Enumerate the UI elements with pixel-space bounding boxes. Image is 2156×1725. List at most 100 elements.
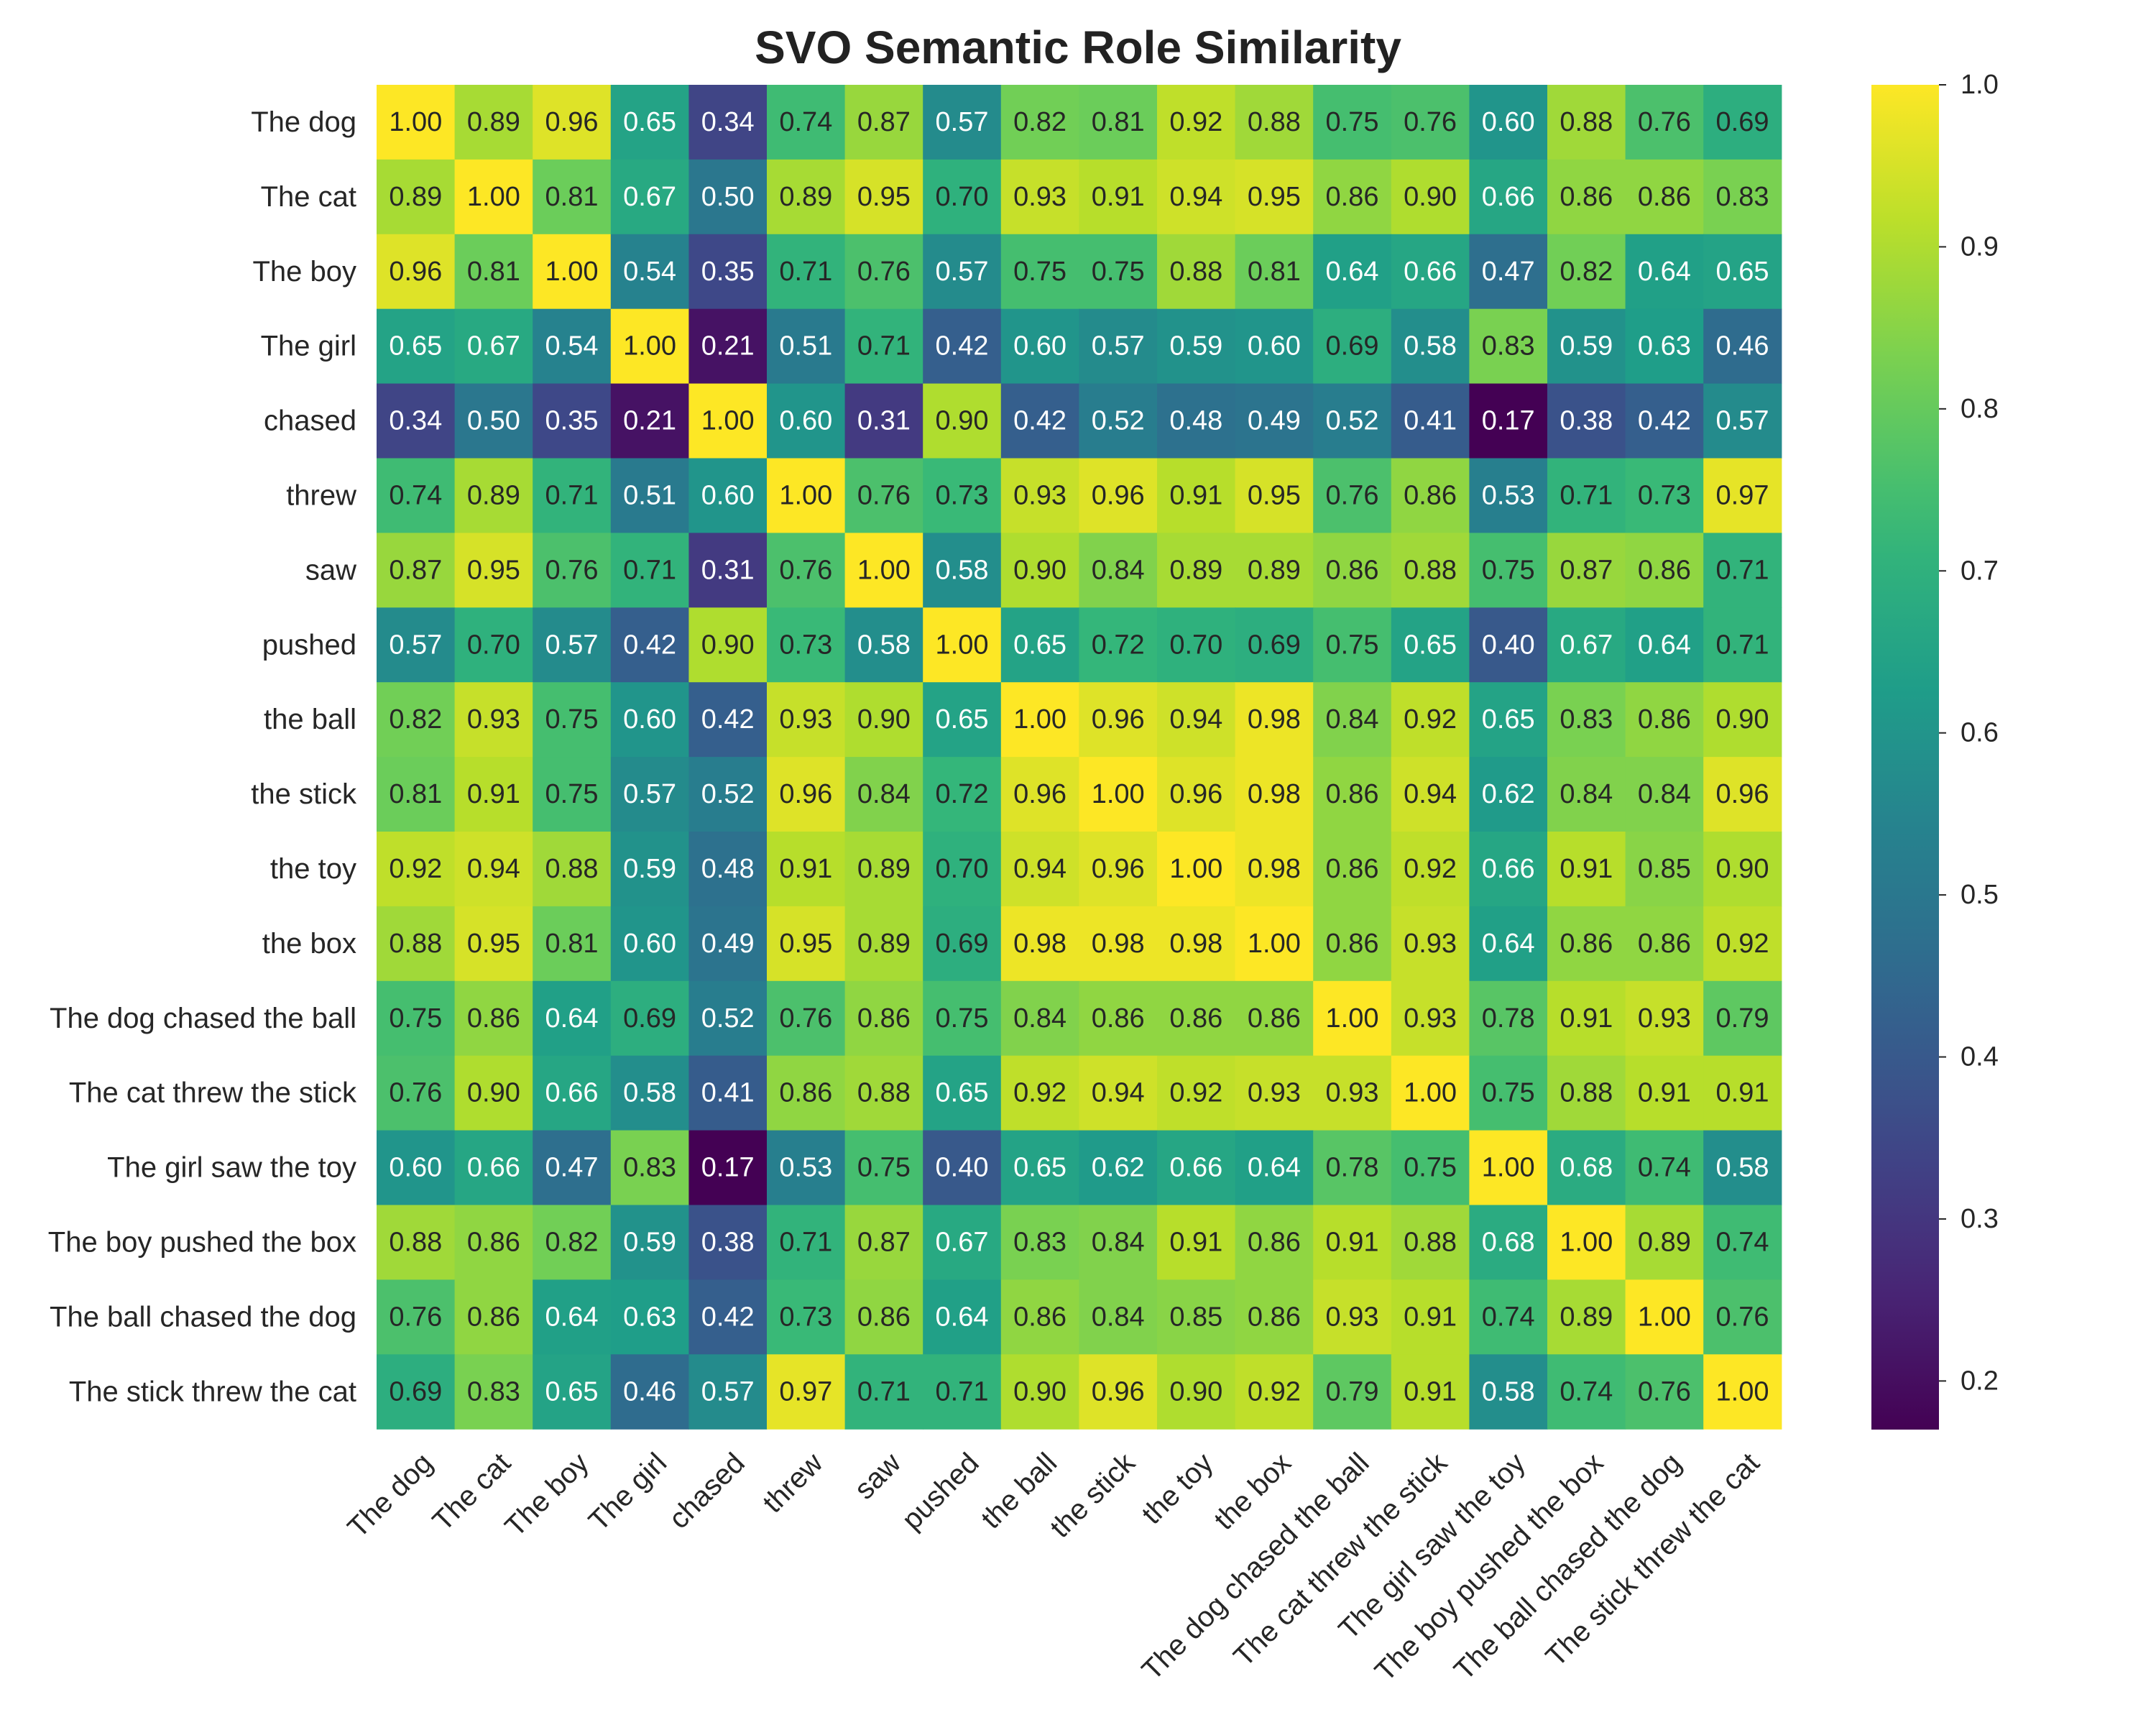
cell-value-label: 0.74 [779, 107, 832, 137]
cell-value-label: 0.65 [936, 704, 989, 735]
heatmap-cell [1079, 159, 1158, 235]
heatmap-cell [1547, 757, 1626, 832]
cell-value-label: 0.89 [857, 929, 911, 959]
heatmap-cell [1625, 1354, 1704, 1430]
heatmap-cell [1235, 682, 1314, 758]
heatmap-cell [454, 682, 533, 758]
row-label: The dog [251, 106, 356, 138]
cell-value-label: 0.78 [1326, 1153, 1379, 1183]
cell-value-label: 0.93 [779, 704, 832, 735]
heatmap-cell [1625, 308, 1704, 385]
heatmap-cell [1313, 1055, 1392, 1131]
heatmap-cell [1625, 832, 1704, 907]
heatmap-cell [1469, 980, 1548, 1057]
heatmap-cell [1391, 234, 1470, 310]
cell-value-label: 0.84 [1560, 779, 1613, 809]
cell-value-label: 0.84 [1638, 779, 1691, 809]
chart-title: SVO Semantic Role Similarity [755, 22, 1401, 73]
heatmap-cell [1625, 85, 1704, 160]
heatmap-cell [1157, 1055, 1236, 1131]
heatmap-cell [1313, 1279, 1392, 1355]
heatmap-cell [923, 757, 1002, 832]
cell-value-label: 0.81 [1248, 257, 1301, 287]
cell-value-label: 0.90 [467, 1078, 520, 1108]
heatmap-cell [1000, 682, 1079, 758]
cell-value-label: 0.96 [1092, 854, 1145, 884]
heatmap-cell [1547, 533, 1626, 608]
heatmap-cell [1625, 757, 1704, 832]
heatmap-cell [377, 234, 456, 310]
heatmap-cell [688, 458, 768, 533]
cell-value-label: 0.64 [1326, 257, 1379, 287]
heatmap-cell [1391, 607, 1470, 683]
heatmap-cell [844, 159, 923, 235]
cell-value-label: 1.00 [779, 480, 832, 510]
heatmap-cell [454, 607, 533, 683]
heatmap-cell [1703, 1055, 1782, 1131]
cell-value-label: 0.40 [1482, 630, 1535, 660]
cell-value-label: 0.98 [1169, 929, 1222, 959]
heatmap-cell [454, 980, 533, 1057]
cell-value-label: 0.70 [936, 182, 989, 212]
heatmap-cell [1000, 533, 1079, 608]
cell-value-label: 0.60 [1482, 107, 1535, 137]
heatmap-cell [377, 308, 456, 385]
row-label: The girl saw the toy [107, 1152, 356, 1184]
cell-value-label: 0.93 [467, 704, 520, 735]
heatmap-cell [1079, 1205, 1158, 1280]
heatmap-cell [610, 458, 689, 533]
heatmap-cell [377, 1055, 456, 1131]
cell-value-label: 0.86 [467, 1003, 520, 1034]
cell-value-label: 0.81 [545, 929, 599, 959]
cell-value-label: 0.57 [936, 257, 989, 287]
heatmap-cell [1547, 682, 1626, 758]
cell-value-label: 1.00 [701, 406, 755, 436]
heatmap-cell [1157, 533, 1236, 608]
heatmap-cell [688, 1130, 768, 1206]
cell-value-label: 0.98 [1092, 929, 1145, 959]
heatmap-cell [1469, 757, 1548, 832]
cell-value-label: 0.94 [1013, 854, 1067, 884]
heatmap-cell [377, 1279, 456, 1355]
heatmap-cell [1391, 458, 1470, 533]
heatmap-cell [1703, 1279, 1782, 1355]
cell-value-label: 0.86 [467, 1302, 520, 1332]
heatmap-cell [1625, 607, 1704, 683]
cell-value-label: 0.60 [623, 704, 676, 735]
cell-value-label: 0.74 [1560, 1376, 1613, 1407]
heatmap-cell [1235, 1205, 1314, 1280]
heatmap-cell [688, 159, 768, 235]
colorbar-tick-label: 0.9 [1961, 231, 1999, 262]
heatmap-cell [1547, 1205, 1626, 1280]
cell-value-label: 0.89 [467, 107, 520, 137]
cell-value-label: 0.75 [1013, 257, 1067, 287]
heatmap-cell [1000, 308, 1079, 385]
heatmap-cell [533, 607, 612, 683]
heatmap-cell [610, 682, 689, 758]
heatmap-cell [1625, 1130, 1704, 1206]
heatmap-cell [923, 1354, 1002, 1430]
heatmap-cell [1703, 234, 1782, 310]
cell-value-label: 1.00 [1013, 704, 1067, 735]
heatmap-cell [1000, 85, 1079, 160]
cell-value-label: 0.82 [1560, 257, 1613, 287]
cell-value-label: 0.96 [1716, 779, 1769, 809]
heatmap-cell [533, 1279, 612, 1355]
cell-value-label: 0.91 [1638, 1078, 1691, 1108]
cell-value-label: 0.49 [701, 929, 755, 959]
heatmap-cell [767, 1354, 846, 1430]
heatmap-cell [923, 980, 1002, 1057]
cell-value-label: 0.17 [1482, 406, 1535, 436]
cell-value-label: 0.76 [779, 555, 832, 585]
heatmap-cell [1000, 1354, 1079, 1430]
heatmap-cell [1235, 1279, 1314, 1355]
cell-value-label: 0.49 [1248, 406, 1301, 436]
cell-value-label: 0.86 [1248, 1227, 1301, 1257]
heatmap-cell [533, 308, 612, 385]
cell-value-label: 0.91 [779, 854, 832, 884]
cell-value-label: 0.75 [936, 1003, 989, 1034]
heatmap-cell [1703, 159, 1782, 235]
cell-value-label: 0.57 [623, 779, 676, 809]
heatmap-cell [1391, 1279, 1470, 1355]
cell-value-label: 0.76 [389, 1078, 442, 1108]
